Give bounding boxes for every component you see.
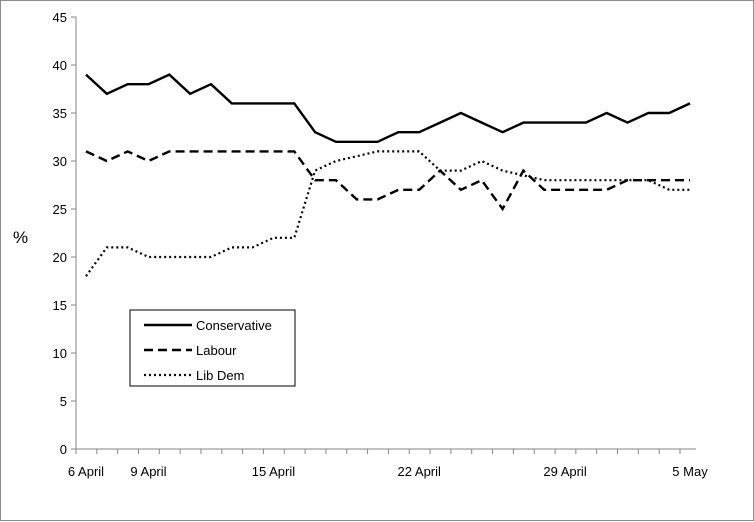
y-tick-label: 30 [53, 154, 67, 169]
y-tick-label: 45 [53, 10, 67, 25]
x-tick-label: 15 April [252, 464, 295, 479]
series-line-conservative [85, 73, 691, 144]
legend: Conservative Labour Lib Dem [129, 309, 296, 387]
legend-label: Lib Dem [196, 368, 244, 383]
y-tick-label: 5 [60, 394, 67, 409]
series-lines [85, 73, 691, 277]
x-tick-label: 22 April [398, 464, 441, 479]
series-line-labour [85, 150, 690, 212]
y-tick-label: 0 [60, 442, 67, 457]
legend-box [129, 309, 296, 387]
y-axis-label: % [13, 228, 28, 247]
legend-label: Conservative [196, 318, 272, 333]
y-tick-label: 10 [53, 346, 67, 361]
legend-label: Labour [196, 343, 237, 358]
y-tick-label: 15 [53, 298, 67, 313]
y-tick-label: 35 [53, 106, 67, 121]
x-tick-label: 9 April [130, 464, 166, 479]
y-tick-label: 25 [53, 202, 67, 217]
series-line-lib-dem [85, 150, 690, 277]
x-tick-label: 29 April [543, 464, 586, 479]
x-tick-label: 5 May [672, 464, 708, 479]
x-tick-label: 6 April [68, 464, 104, 479]
y-tick-label: 20 [53, 250, 67, 265]
y-tick-label: 40 [53, 58, 67, 73]
axes: 0 5 10 15 20 25 30 35 40 45 6 April 9 April 15 April… [53, 10, 709, 479]
